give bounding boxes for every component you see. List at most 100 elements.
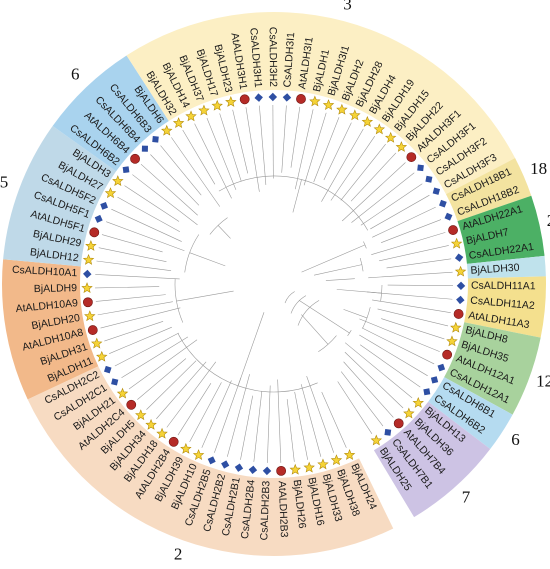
star-icon bbox=[370, 434, 382, 446]
diamond-icon bbox=[122, 166, 130, 174]
group-band bbox=[428, 377, 513, 450]
branch bbox=[372, 206, 436, 238]
star-icon bbox=[104, 187, 117, 199]
tree-branches bbox=[95, 105, 453, 463]
circle-icon bbox=[168, 436, 179, 447]
circle-icon bbox=[130, 153, 140, 164]
diamond-icon bbox=[437, 363, 446, 372]
star-icon bbox=[116, 387, 129, 399]
diamond-icon bbox=[207, 456, 216, 465]
group-band bbox=[466, 255, 546, 279]
circle-icon bbox=[89, 227, 100, 238]
clade-stem bbox=[292, 179, 302, 213]
clade-stem bbox=[301, 244, 366, 273]
star-icon bbox=[84, 310, 96, 322]
group-number: 6 bbox=[71, 65, 80, 84]
leaf-label: CsALDH11A1 bbox=[471, 280, 536, 293]
branch bbox=[226, 374, 250, 457]
branch bbox=[232, 109, 249, 174]
branch bbox=[321, 391, 347, 448]
branch bbox=[166, 361, 217, 428]
branch bbox=[321, 128, 364, 202]
branch bbox=[121, 336, 189, 378]
star-icon bbox=[91, 337, 103, 349]
group-number: 7 bbox=[462, 488, 471, 507]
branch bbox=[95, 294, 166, 302]
branch bbox=[377, 308, 449, 327]
diamond-icon bbox=[456, 295, 465, 305]
star-icon bbox=[156, 427, 168, 439]
star-icon bbox=[211, 99, 223, 111]
group-band bbox=[457, 195, 545, 264]
branch bbox=[137, 358, 187, 400]
diamond-icon bbox=[417, 164, 424, 172]
branch bbox=[370, 194, 430, 230]
branch bbox=[294, 391, 308, 460]
star-icon bbox=[135, 409, 147, 421]
star-icon bbox=[112, 175, 124, 187]
branch bbox=[371, 232, 446, 255]
branch bbox=[286, 399, 295, 462]
branch bbox=[372, 299, 451, 313]
clade-arc bbox=[380, 285, 383, 302]
circle-icon bbox=[87, 325, 98, 335]
branch bbox=[294, 109, 314, 190]
branch bbox=[214, 377, 242, 453]
star-icon bbox=[450, 321, 462, 333]
group-band bbox=[126, 12, 516, 195]
diamond-icon bbox=[103, 365, 112, 374]
branch bbox=[206, 117, 237, 190]
star-icon bbox=[81, 282, 93, 294]
group-number: 22 bbox=[547, 211, 550, 230]
branch bbox=[359, 318, 440, 352]
branch bbox=[97, 301, 173, 316]
star-icon bbox=[180, 442, 192, 454]
clade-arc bbox=[177, 333, 318, 393]
branch bbox=[306, 376, 335, 453]
branch bbox=[381, 318, 445, 340]
root-arc bbox=[284, 291, 295, 304]
branch bbox=[219, 113, 242, 182]
branch bbox=[368, 271, 453, 279]
diamond-icon bbox=[268, 92, 278, 102]
group-bands bbox=[2, 12, 546, 556]
group-number: 2 bbox=[174, 544, 183, 563]
clade-stem bbox=[298, 300, 350, 334]
star-icon bbox=[361, 115, 374, 127]
group-number: 5 bbox=[0, 173, 8, 192]
star-icon bbox=[403, 407, 415, 419]
branch bbox=[111, 208, 182, 242]
branch bbox=[95, 274, 180, 280]
star-icon bbox=[289, 463, 301, 475]
branch bbox=[146, 360, 197, 410]
group-band bbox=[464, 276, 546, 338]
clade-arc bbox=[209, 217, 228, 235]
root-arc bbox=[290, 295, 307, 314]
branch bbox=[344, 342, 413, 399]
star-icon bbox=[198, 104, 210, 116]
leaf-label: AtALDH2B3 bbox=[276, 481, 290, 538]
group-number: 3 bbox=[343, 0, 352, 13]
branch bbox=[259, 105, 267, 185]
star-icon bbox=[172, 117, 185, 129]
branch bbox=[182, 129, 216, 185]
star-icon bbox=[384, 131, 397, 143]
star-icon bbox=[145, 418, 157, 430]
clade-stem bbox=[237, 312, 265, 386]
branch bbox=[351, 172, 415, 223]
diamond-icon bbox=[248, 465, 258, 475]
diamond-icon bbox=[254, 93, 263, 102]
branch bbox=[101, 234, 163, 253]
circle-icon bbox=[453, 309, 464, 319]
branch bbox=[201, 380, 232, 448]
branch bbox=[98, 247, 167, 262]
branch bbox=[290, 106, 301, 168]
branch bbox=[100, 307, 181, 329]
leaf-label: CsALDH3H2 bbox=[267, 27, 279, 87]
branch bbox=[360, 183, 423, 226]
circle-icon bbox=[126, 399, 137, 410]
branch bbox=[156, 361, 207, 420]
branch bbox=[313, 117, 340, 183]
